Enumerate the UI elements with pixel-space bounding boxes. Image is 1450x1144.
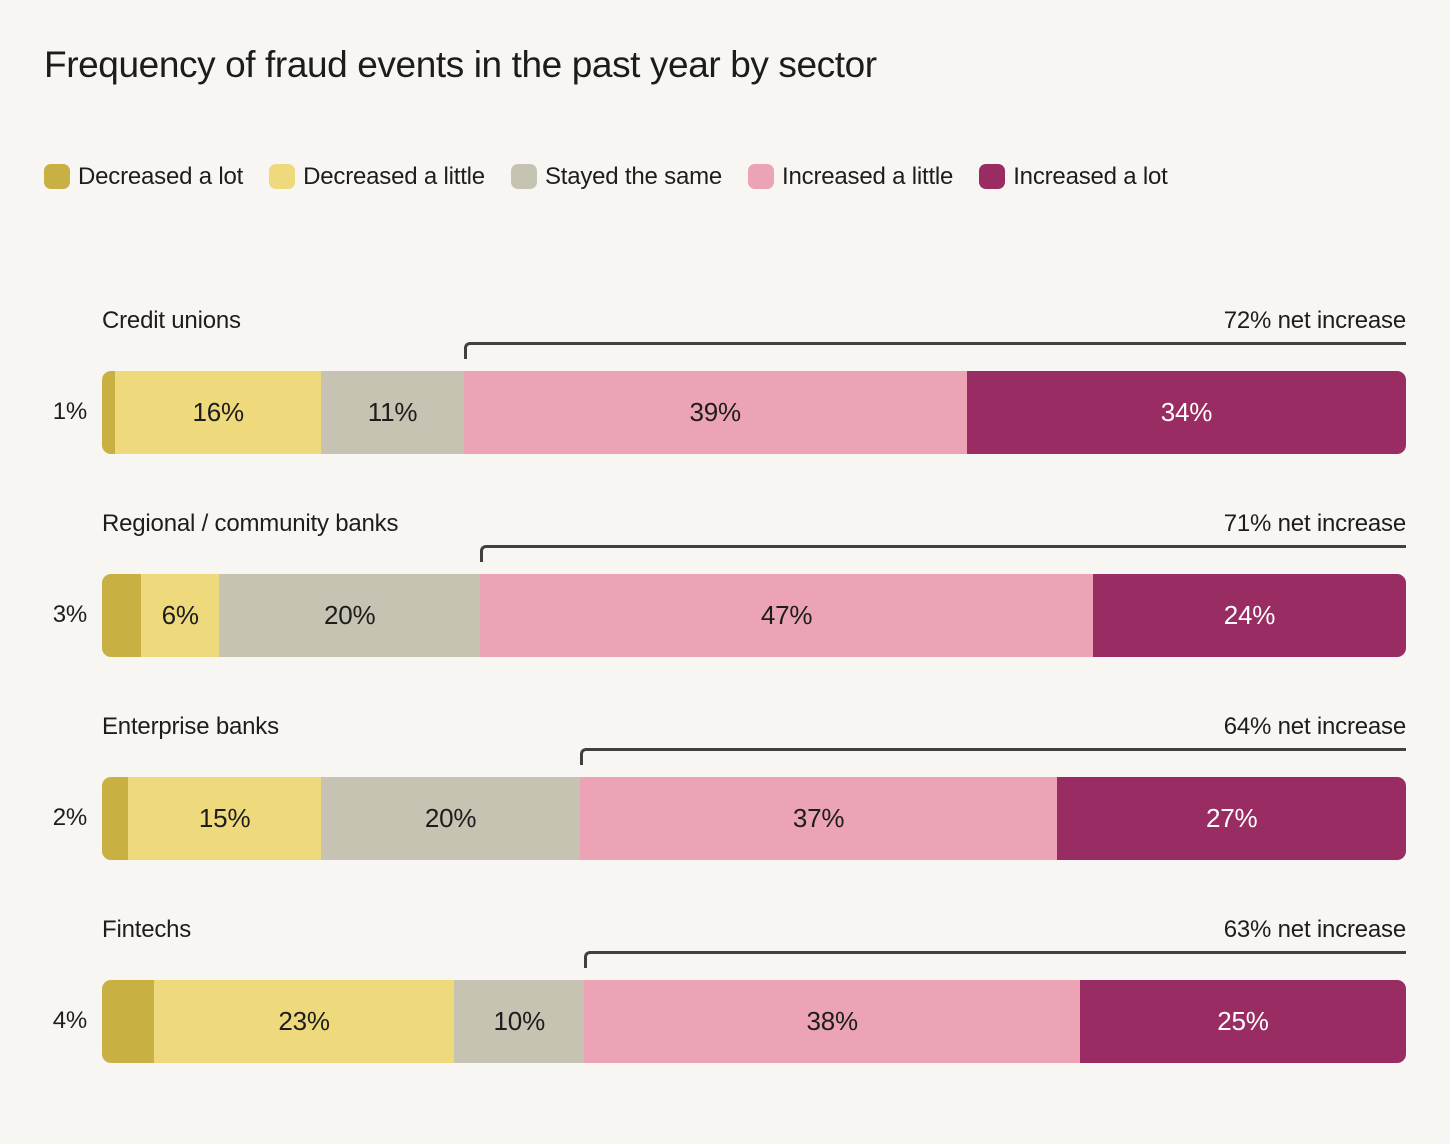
legend-swatch-increased-a-little (748, 164, 775, 190)
bar-segment (102, 776, 128, 860)
segment-value-label: 10% (493, 1005, 546, 1036)
segment-value-label: 25% (1217, 1005, 1269, 1036)
legend-swatch-decreased-a-lot (44, 164, 70, 190)
bar-groups: Credit unions 72% net increase 1% 16% 11%… (44, 307, 1406, 1063)
bar-segment: 11% (321, 370, 464, 454)
bar-row: 2% 15% 20% 37% 27% (44, 776, 1406, 860)
legend-item-stayed-the-same: Stayed the same (510, 162, 723, 191)
legend-swatch-stayed-the-same (510, 164, 537, 190)
bar-segment: 6% (141, 573, 220, 657)
bracket-row (102, 335, 1406, 371)
bar-segment: 24% (1093, 573, 1406, 657)
segment-value-label: 34% (1160, 396, 1213, 427)
bar-segment: 25% (1080, 979, 1406, 1063)
legend: Decreased a lot Decreased a little Staye… (44, 163, 1406, 191)
bar-segment: 34% (967, 370, 1406, 454)
bracket-row (102, 944, 1406, 980)
legend-label: Increased a little (782, 162, 954, 190)
bar-segment: 47% (480, 573, 1094, 657)
segment-value-label: 15% (198, 802, 251, 833)
bar-segment (102, 573, 142, 657)
net-increase-label: 63% net increase (1223, 915, 1406, 943)
legend-label: Increased a lot (1013, 162, 1168, 190)
segment-value-label: 11% (367, 396, 418, 427)
segment-value-label: 20% (424, 802, 477, 833)
bar-segment: 10% (454, 979, 585, 1063)
group-header: Regional / community banks 71% net incre… (102, 510, 1406, 538)
group-header: Fintechs 63% net increase (102, 916, 1406, 944)
sector-group: Fintechs 63% net increase 4% 23% 10% 38% 25… (44, 916, 1406, 1063)
net-increase-label: 72% net increase (1223, 306, 1406, 334)
sector-label: Enterprise banks (102, 712, 279, 740)
legend-swatch-decreased-a-little (269, 164, 296, 190)
legend-item-increased-a-little: Increased a little (748, 163, 953, 191)
bar-row: 1% 16% 11% 39% 34% (44, 370, 1406, 454)
bar-segment: 38% (584, 979, 1080, 1063)
sector-label: Regional / community banks (102, 509, 399, 537)
bracket-row (102, 741, 1406, 777)
legend-label: Decreased a little (303, 162, 485, 190)
bar-segment (102, 979, 155, 1063)
chart: Frequency of fraud events in the past ye… (44, 44, 1406, 1063)
legend-item-decreased-a-lot: Decreased a lot (44, 163, 243, 191)
group-header: Enterprise banks 64% net increase (102, 713, 1406, 741)
bar-segment: 16% (114, 370, 322, 454)
segment-value-label: 24% (1223, 599, 1276, 630)
segment-value-label: 38% (806, 1005, 859, 1036)
legend-swatch-increased-a-lot (979, 164, 1006, 190)
group-header: Credit unions 72% net increase (102, 307, 1406, 335)
segment-value-label: 37% (792, 802, 845, 833)
segment-value-label: 23% (278, 1005, 330, 1036)
row-outside-label: 4% (52, 1007, 87, 1035)
bar-segment (102, 370, 115, 454)
bar-segment: 20% (321, 776, 580, 860)
net-increase-label: 71% net increase (1223, 509, 1406, 537)
bar-segment: 39% (463, 370, 968, 454)
segment-value-label: 39% (689, 396, 742, 427)
row-outside-label: 2% (52, 804, 87, 832)
chart-title: Frequency of fraud events in the past ye… (44, 44, 877, 85)
bar-row: 3% 6% 20% 47% 24% (44, 573, 1406, 657)
sector-label: Credit unions (102, 306, 241, 334)
sector-label: Fintechs (102, 915, 192, 943)
sector-group: Credit unions 72% net increase 1% 16% 11%… (44, 307, 1406, 454)
segment-value-label: 20% (324, 599, 376, 630)
sector-group: Enterprise banks 64% net increase 2% 15%… (44, 713, 1406, 860)
row-outside-label: 1% (52, 398, 87, 426)
segment-value-label: 27% (1205, 802, 1258, 833)
net-increase-label: 64% net increase (1223, 712, 1406, 740)
bar-segment: 23% (154, 979, 455, 1063)
bar-segment: 37% (579, 776, 1058, 860)
legend-item-increased-a-lot: Increased a lot (979, 162, 1168, 191)
net-increase-bracket (480, 544, 1406, 562)
legend-item-decreased-a-little: Decreased a little (269, 163, 485, 191)
legend-label: Decreased a lot (78, 162, 244, 190)
bar-segment: 20% (219, 573, 481, 657)
net-increase-bracket (463, 341, 1406, 359)
stacked-bar: 15% 20% 37% 27% (102, 776, 1406, 860)
bar-segment: 27% (1057, 776, 1406, 860)
stacked-bar: 23% 10% 38% 25% (102, 979, 1406, 1063)
sector-group: Regional / community banks 71% net incre… (44, 510, 1406, 657)
stacked-bar: 6% 20% 47% 24% (102, 573, 1406, 657)
bracket-row (102, 538, 1406, 574)
row-outside-label: 3% (52, 601, 87, 629)
segment-value-label: 16% (192, 396, 244, 427)
segment-value-label: 6% (161, 599, 199, 630)
stacked-bar: 16% 11% 39% 34% (102, 370, 1406, 454)
net-increase-bracket (584, 950, 1406, 968)
legend-label: Stayed the same (544, 162, 723, 190)
bar-segment: 15% (127, 776, 322, 860)
segment-value-label: 47% (760, 599, 813, 630)
bar-row: 4% 23% 10% 38% 25% (44, 979, 1406, 1063)
net-increase-bracket (579, 747, 1406, 765)
